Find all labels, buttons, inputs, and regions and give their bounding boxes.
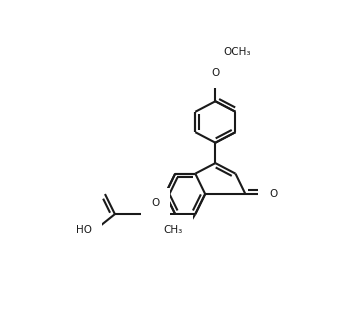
Text: OCH₃: OCH₃ [223,47,250,57]
Text: HO: HO [76,225,92,235]
Text: CH₃: CH₃ [163,225,182,235]
Text: O: O [151,198,159,208]
Text: O: O [211,68,219,78]
Text: O: O [269,189,277,199]
